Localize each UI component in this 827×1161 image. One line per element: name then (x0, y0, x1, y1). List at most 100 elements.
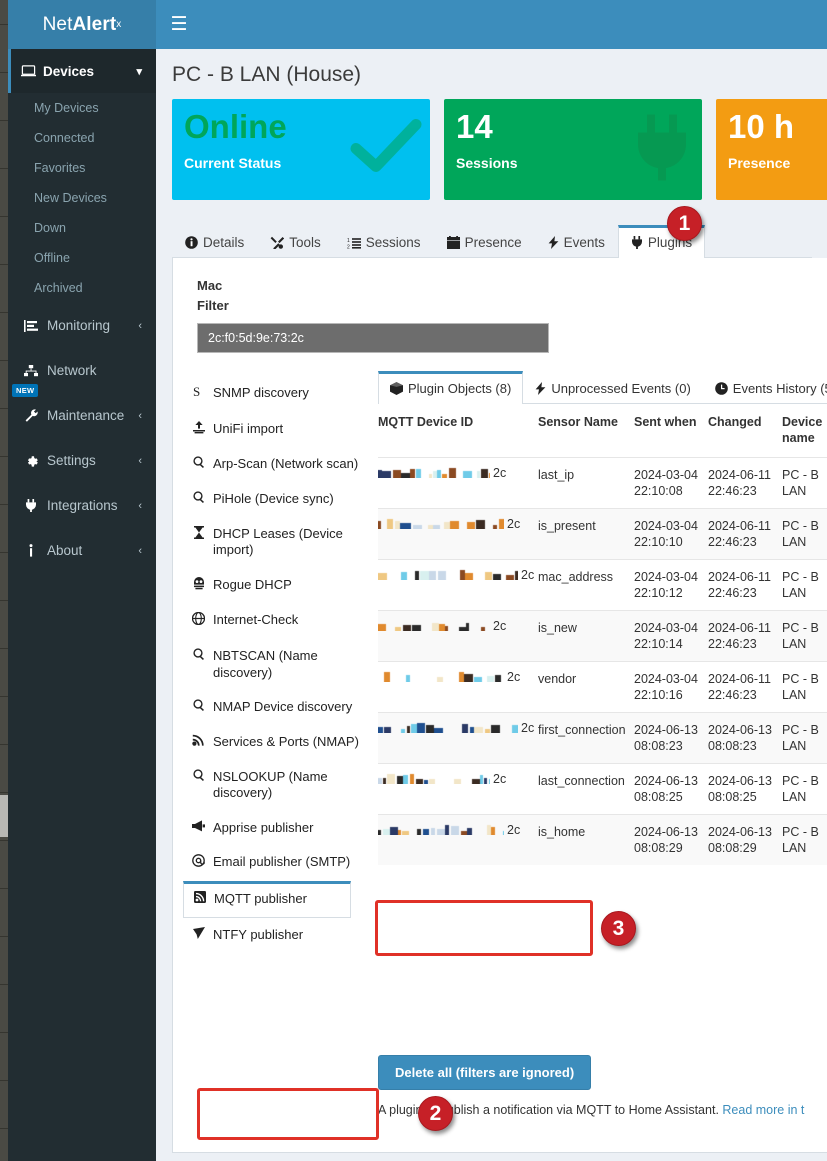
table-row[interactable]: 2c is_home 2024-06-13 08:08:29 2024-06-13 0… (378, 814, 827, 866)
hourglass-icon (191, 525, 206, 544)
plugin-item-snmp-discovery[interactable]: S SNMP discovery (183, 376, 373, 412)
column-header-sent-when[interactable]: Sent when (634, 404, 708, 458)
laptop-icon (21, 65, 36, 77)
table-row[interactable]: 2c vendor 2024-03-04 22:10:16 2024-06-11 22… (378, 661, 827, 713)
column-header-device-name[interactable]: Device name (782, 404, 827, 458)
mac-filter-input[interactable]: 2c:f0:5d:9e:73:2c (197, 323, 549, 353)
plugin-item-internet-check[interactable]: Internet-Check (183, 603, 373, 639)
wrench-icon (21, 409, 41, 422)
sidebar-item-about[interactable]: About ‹ (8, 528, 156, 573)
table-row[interactable]: 2c is_new 2024-03-04 22:10:14 2024-06-11 22… (378, 610, 827, 662)
plugin-item-nmap-device-discovery[interactable]: NMAP Device discovery (183, 690, 373, 725)
plugin-item-label: NTFY publisher (213, 926, 304, 942)
sidebar-subitem-favorites[interactable]: Favorites (8, 153, 156, 183)
hamburger-icon[interactable]: ☰ (170, 14, 188, 35)
sidebar-item-label: Monitoring (47, 318, 111, 333)
sidebar-subitem-my-devices[interactable]: My Devices (8, 93, 156, 123)
inner-tab-events-history-5[interactable]: Events History (5 (703, 371, 827, 404)
plugin-item-pihole-device-sync[interactable]: PiHole (Device sync) (183, 482, 373, 517)
sidebar-subitem-label: Connected (34, 131, 95, 145)
chevron-left-icon: ‹ (138, 544, 142, 557)
bolt-icon (548, 236, 559, 249)
redacted-device-id: 2c (378, 517, 530, 531)
app-logo[interactable]: Net Alert x (8, 0, 156, 49)
table-row[interactable]: 2c mac_address 2024-03-04 22:10:12 2024-06-… (378, 559, 827, 611)
plugin-objects-table: MQTT Device ID Sensor Name Sent when Cha… (378, 404, 827, 866)
scrollbar-tick (0, 840, 8, 841)
column-header-sensor-name[interactable]: Sensor Name (538, 404, 634, 458)
sidebar-subitem-offline[interactable]: Offline (8, 243, 156, 273)
sidebar-item-monitoring[interactable]: Monitoring ‹ (8, 303, 156, 348)
scrollbar-tick (0, 264, 8, 265)
page-scrollbar[interactable] (0, 0, 8, 1161)
cell-mqtt-device-id: 2c (378, 611, 538, 662)
inner-tab-label: Plugin Objects (8) (408, 381, 512, 396)
column-header-changed[interactable]: Changed (708, 404, 782, 458)
delete-all-button[interactable]: Delete all (filters are ignored) (378, 1055, 592, 1090)
tab-events[interactable]: Events (535, 225, 618, 258)
scrollbar-tick (0, 696, 8, 697)
plugin-item-label: NBTSCAN (Name discovery) (213, 648, 318, 680)
table-row[interactable]: 2c last_ip 2024-03-04 22:10:08 2024-06-11 2… (378, 457, 827, 509)
sidebar-item-settings[interactable]: Settings ‹ (8, 438, 156, 483)
page-title: PC - B LAN (House) (172, 63, 362, 86)
clock-icon (714, 382, 728, 395)
cell-device-name: PC - B LAN (782, 672, 819, 703)
plugin-item-ntfy-publisher[interactable]: NTFY publisher (183, 918, 373, 953)
tools-icon (270, 236, 285, 249)
plugin-item-rogue-dhcp[interactable]: Rogue DHCP (183, 568, 373, 604)
svg-text:S: S (193, 385, 200, 398)
search-icon (191, 768, 206, 786)
sidebar-subitem-archived[interactable]: Archived (8, 273, 156, 303)
plugin-item-nslookup-name-discovery[interactable]: NSLOOKUP (Name discovery) (183, 760, 373, 811)
plugin-item-email-publisher-smtp[interactable]: Email publisher (SMTP) (183, 845, 373, 881)
sidebar-subitem-new-devices[interactable]: New Devices (8, 183, 156, 213)
plugin-item-nbtscan-name-discovery[interactable]: NBTSCAN (Name discovery) (183, 639, 373, 690)
plugin-description: A plugin to publish a notification via M… (378, 1103, 827, 1117)
table-row[interactable]: 2c last_connection 2024-06-13 08:08:25 2024… (378, 763, 827, 815)
sidebar-item-devices[interactable]: Devices ▾ (8, 49, 156, 93)
column-header-mqtt-device-id[interactable]: MQTT Device ID (378, 404, 538, 458)
scrollbar-thumb[interactable] (0, 795, 8, 837)
plugin-item-arp-scan-network-scan[interactable]: Arp-Scan (Network scan) (183, 447, 373, 482)
plugin-item-dhcp-leases-device-import[interactable]: DHCP Leases (Device import) (183, 517, 373, 568)
cell-mqtt-device-id: 2c (378, 560, 538, 611)
tab-details[interactable]: Details (172, 225, 257, 258)
plugin-item-mqtt-publisher[interactable]: MQTT publisher (183, 881, 351, 918)
scrollbar-tick (0, 312, 8, 313)
sidebar-subitem-label: My Devices (34, 101, 99, 115)
inner-tab-plugin-objects-8[interactable]: Plugin Objects (8) (378, 371, 524, 404)
plugin-item-apprise-publisher[interactable]: Apprise publisher (183, 811, 373, 846)
search-icon (191, 491, 206, 508)
plugin-item-services-ports-nmap[interactable]: Services & Ports (NMAP) (183, 725, 373, 760)
tab-presence[interactable]: Presence (434, 225, 535, 258)
tab-sessions[interactable]: 1 2 Sessions (334, 225, 434, 258)
plugin-item-unifi-import[interactable]: UniFi import (183, 412, 373, 448)
read-more-link[interactable]: Read more in t (722, 1103, 805, 1117)
cell-device-name: PC - B LAN (782, 468, 819, 499)
cell-sent-when: 2024-03-04 22:10:10 (634, 519, 698, 550)
mac-filter-group: Mac Filter 2c:f0:5d:9e:73:2c (173, 272, 827, 353)
sidebar-subitem-connected[interactable]: Connected (8, 123, 156, 153)
plugin-actions: Delete all (filters are ignored) A plugi… (378, 1055, 827, 1117)
search-icon (191, 699, 206, 716)
cell-sensor-name: first_connection (538, 723, 626, 738)
sidebar-subitem-down[interactable]: Down (8, 213, 156, 243)
table-row[interactable]: 2c first_connection 2024-06-13 08:08:23 202… (378, 712, 827, 764)
cell-mqtt-device-id: 2c (378, 509, 538, 560)
tab-label: Details (203, 235, 245, 250)
cell-device-name: PC - B LAN (782, 570, 819, 601)
tab-plugins[interactable]: Plugins (617, 225, 706, 258)
sidebar-item-integrations[interactable]: Integrations ‹ (8, 483, 156, 528)
chevron-left-icon: ‹ (138, 454, 142, 467)
plug-icon (21, 499, 41, 512)
sidebar-item-maintenance[interactable]: NEW Maintenance ‹ (8, 384, 156, 438)
sidebar-item-network[interactable]: Network (8, 348, 156, 393)
scrollbar-tick (0, 360, 8, 361)
inner-tab-unprocessed-events-0[interactable]: Unprocessed Events (0) (523, 371, 702, 404)
paper-plane-icon (191, 926, 206, 944)
table-row[interactable]: 2c is_present 2024-03-04 22:10:10 2024-06-1… (378, 508, 827, 560)
scrollbar-tick (0, 72, 8, 73)
scrollbar-tick (0, 1032, 8, 1033)
tab-tools[interactable]: Tools (257, 225, 334, 258)
